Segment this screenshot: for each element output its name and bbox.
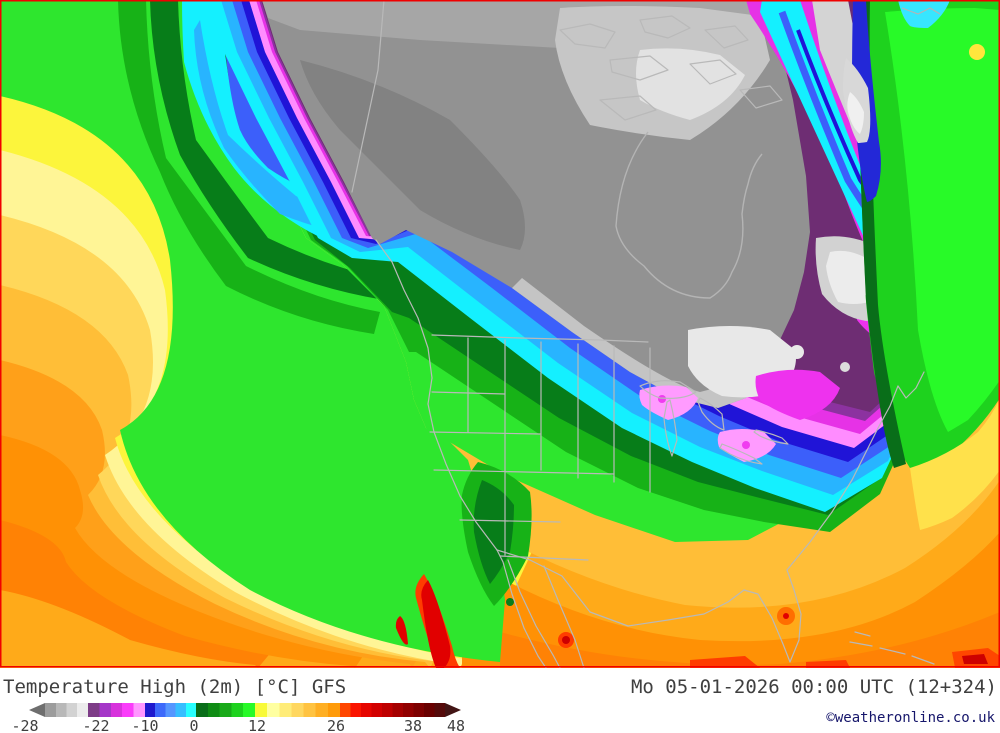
- map-frame: [0, 0, 1000, 668]
- scale-tick: -10: [131, 717, 159, 733]
- scale-tail-arrow-icon: [29, 703, 45, 717]
- scale-tick: -28: [11, 717, 39, 733]
- scale-tick-labels: -28 -22 -10 0 12 26 38 48: [0, 717, 500, 733]
- scale-tick: 12: [247, 717, 267, 733]
- forecast-datetime: Mo 05-01-2026 00:00 UTC (12+324): [630, 676, 997, 698]
- borders-layer: [351, 0, 935, 668]
- scale-tick: 26: [326, 717, 346, 733]
- scale-tick: 0: [189, 717, 199, 733]
- scale-tick: 48: [446, 717, 466, 733]
- map-title: Temperature High (2m) [°C] GFS: [3, 676, 347, 698]
- scale-tick: -22: [82, 717, 110, 733]
- temperature-scale: -28 -22 -10 0 12 26 38 48: [0, 703, 500, 733]
- forecast-map: [0, 0, 1000, 668]
- map-footer: Temperature High (2m) [°C] GFS Mo 05-01-…: [0, 668, 1000, 733]
- scale-head-arrow-icon: [445, 703, 461, 717]
- atlantic-layer: [843, 0, 1000, 530]
- scale-gradient-bar: [45, 703, 445, 717]
- scale-tick: 38: [403, 717, 423, 733]
- copyright-label: ©weatheronline.co.uk: [826, 710, 995, 726]
- forecast-map-svg: [0, 0, 1000, 668]
